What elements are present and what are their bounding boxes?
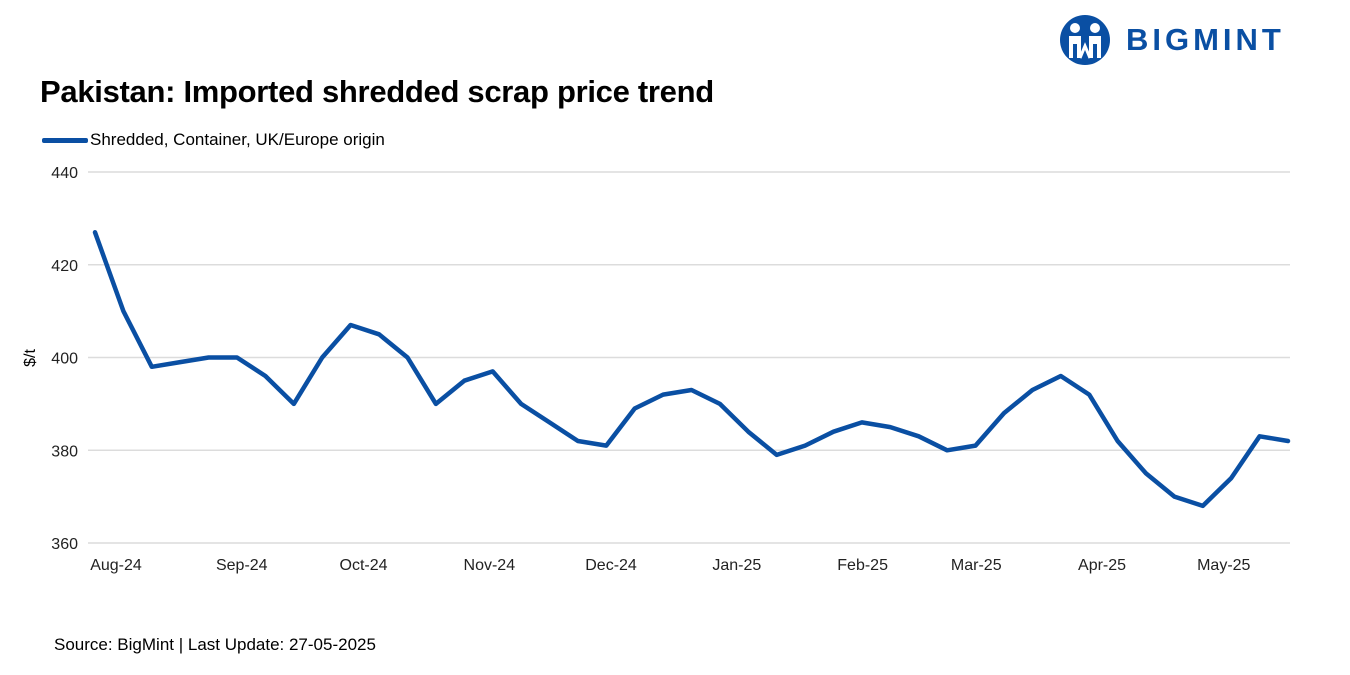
source-note: Source: BigMint | Last Update: 27-05-202… (54, 635, 376, 654)
x-tick-label: Dec-24 (585, 557, 637, 574)
y-tick-label: 440 (51, 165, 78, 182)
series-line (92, 230, 1291, 509)
y-tick-label: 400 (51, 351, 78, 368)
bigmint-logo: BIGMINT (1058, 14, 1285, 66)
y-tick-label: 380 (51, 443, 78, 460)
legend-label: Shredded, Container, UK/Europe origin (90, 130, 385, 149)
x-tick-label: Apr-25 (1078, 557, 1126, 574)
legend: Shredded, Container, UK/Europe origin (42, 130, 385, 150)
x-tick-label: Jan-25 (712, 557, 761, 574)
x-tick-label: May-25 (1197, 557, 1250, 574)
x-tick-label: Feb-25 (837, 557, 888, 574)
x-tick-label: Sep-24 (216, 557, 268, 574)
y-tick-label: 420 (51, 258, 78, 275)
y-tick-label: 360 (51, 536, 78, 553)
x-tick-label: Nov-24 (464, 557, 516, 574)
x-tick-label: Mar-25 (951, 557, 1002, 574)
logo-people-icon (1060, 15, 1110, 65)
legend-swatch (42, 137, 88, 143)
y-axis-label: $/t (22, 349, 39, 367)
x-tick-label: Aug-24 (90, 557, 142, 574)
logo-text: BIGMINT (1126, 22, 1285, 57)
x-tick-label: Oct-24 (340, 557, 388, 574)
chart-title: Pakistan: Imported shredded scrap price … (40, 74, 714, 109)
